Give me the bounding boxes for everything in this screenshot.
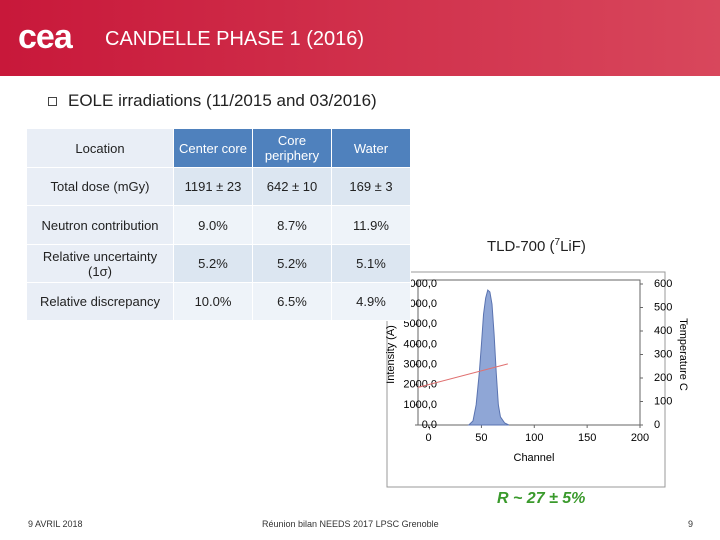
table-cell: 5.1% — [331, 244, 411, 283]
header-cell: Core periphery — [252, 128, 332, 168]
footer-date: 9 AVRIL 2018 — [28, 519, 83, 529]
results-table: Location Center core Core periphery Wate… — [26, 128, 411, 321]
header-band — [0, 0, 720, 76]
figure-frame — [386, 271, 666, 488]
y-tick-label: 1000,0 — [403, 399, 437, 411]
table-cell: 642 ± 10 — [252, 167, 332, 206]
x-tick-label: 100 — [525, 432, 543, 444]
x-tick-label: 200 — [631, 432, 649, 444]
header-cell: Center core — [173, 128, 253, 168]
y2-tick-label: 200 — [654, 372, 672, 384]
table-cell: 8.7% — [252, 205, 332, 245]
table-cell: Relative discrepancy — [26, 282, 174, 321]
y2-tick-label: 100 — [654, 395, 672, 407]
table-cell: 169 ± 3 — [331, 167, 411, 206]
y2-tick-label: 600 — [654, 278, 672, 290]
bullet-text: EOLE irradiations (11/2015 and 03/2016) — [68, 91, 377, 110]
y-tick-label: 0,0 — [422, 419, 437, 431]
header-cell: Water — [331, 128, 411, 168]
y2-tick-label: 300 — [654, 348, 672, 360]
table-cell: 9.0% — [173, 205, 253, 245]
y-tick-label: 2000,0 — [403, 379, 437, 391]
footer-page: 9 — [688, 519, 694, 529]
y2-tick-label: 400 — [654, 325, 672, 337]
footer-event: Réunion bilan NEEDS 2017 LPSC Grenoble — [262, 519, 439, 529]
table-cell: Relative uncertainty (1σ) — [26, 244, 174, 283]
table-row: Relative uncertainty (1σ) 5.2% 5.2% 5.1% — [26, 244, 411, 283]
table-cell: Total dose (mGy) — [26, 167, 174, 206]
y-tick-label: 7000,0 — [403, 278, 437, 290]
table-cell: Neutron contribution — [26, 205, 174, 245]
label-sup: 7 — [554, 237, 561, 248]
table-row: Relative discrepancy 10.0% 6.5% 4.9% — [26, 282, 411, 321]
result: R ~ 27 ± 5% — [497, 490, 586, 507]
header-cell: Location — [26, 128, 174, 168]
y-axis-label: Intensity (A) — [385, 325, 397, 384]
x-tick-label: 50 — [475, 432, 487, 444]
y-tick-label: 5000,0 — [403, 318, 437, 330]
table-cell: 5.2% — [252, 244, 332, 283]
label-text: TLD-700 ( — [487, 238, 555, 255]
slide-title: CANDELLE PHASE 1 (2016) — [105, 28, 365, 50]
x-tick-label: 0 — [426, 432, 432, 444]
glow-curve — [467, 289, 510, 426]
y2-tick-label: 500 — [654, 301, 672, 313]
bullet-mark — [48, 97, 57, 106]
table-header: Location Center core Core periphery Wate… — [26, 128, 411, 168]
table-cell: 11.9% — [331, 205, 411, 245]
y-tick-label: 3000,0 — [403, 358, 437, 370]
y-tick-label: 4000,0 — [403, 338, 437, 350]
table-cell: 1191 ± 23 — [173, 167, 253, 206]
table-row: Neutron contribution 9.0% 8.7% 11.9% — [26, 205, 411, 245]
logo: cea — [18, 18, 73, 56]
y2-tick-label: 0 — [654, 419, 660, 431]
table-cell: 10.0% — [173, 282, 253, 321]
temperature-line — [417, 363, 508, 388]
table-cell: 4.9% — [331, 282, 411, 321]
x-axis-label: Channel — [514, 452, 555, 464]
y2-axis-label: Temperature C — [677, 318, 689, 391]
table-cell: 6.5% — [252, 282, 332, 321]
table-row: Total dose (mGy) 1191 ± 23 642 ± 10 169 ± 3 — [26, 167, 411, 206]
label-text: LiF) — [560, 238, 586, 255]
y-tick-label: 6000,0 — [403, 298, 437, 310]
x-tick-label: 150 — [578, 432, 596, 444]
table-cell: 5.2% — [173, 244, 253, 283]
plot-area — [417, 279, 641, 426]
figure-label: TLD-700 (7LiF) — [487, 237, 586, 255]
